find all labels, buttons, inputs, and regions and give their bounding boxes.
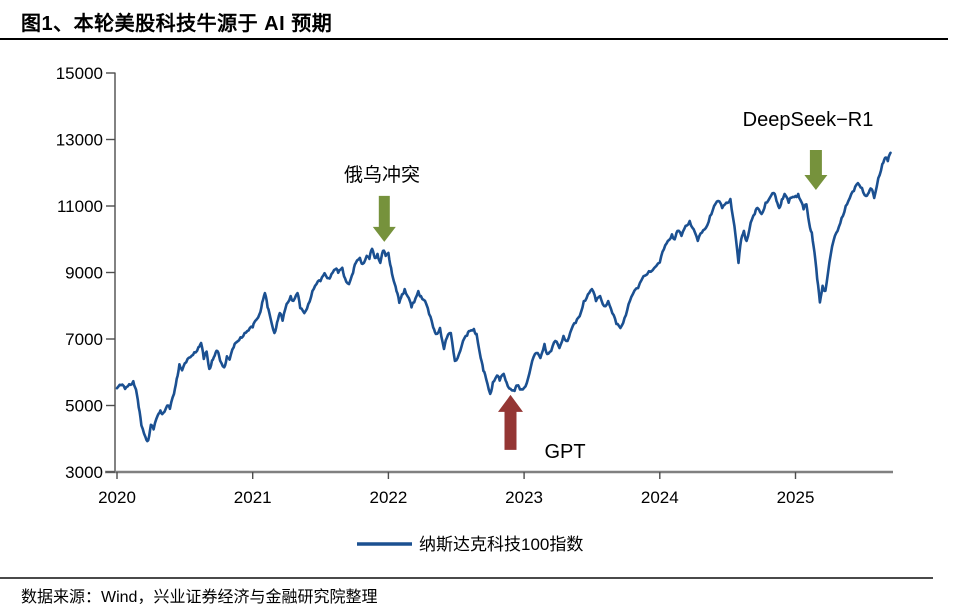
x-tick-label: 2023: [505, 488, 543, 507]
annotation-label: GPT: [544, 441, 585, 463]
figure-title: 图1、本轮美股科技牛源于 AI 预期: [21, 13, 333, 35]
arrow-up-icon: [498, 394, 523, 450]
x-tick-label: 2022: [369, 488, 407, 507]
y-tick-label: 3000: [65, 463, 103, 482]
legend-label: 纳斯达克科技100指数: [419, 535, 583, 554]
series-line: [115, 151, 892, 443]
x-tick-label: 2024: [641, 488, 679, 507]
y-tick-label: 9000: [65, 264, 103, 283]
line-chart: 15000 13000 11000 9000 7000 5000 3000 2020 2021 2…: [56, 64, 893, 554]
arrow-down-icon: [804, 150, 828, 190]
title-divider: [0, 38, 948, 40]
y-tick-label: 5000: [65, 397, 103, 416]
arrow-down-icon: [372, 195, 396, 242]
data-source-note: 数据来源：Wind，兴业证券经济与金融研究院整理: [21, 589, 378, 606]
y-tick-label: 13000: [56, 131, 103, 150]
annotation-label: 俄乌冲突: [344, 164, 420, 186]
y-tick-label: 11000: [57, 197, 103, 216]
x-tick-label: 2020: [98, 488, 136, 507]
x-tick-label: 2021: [234, 488, 272, 507]
y-tick-label: 7000: [65, 330, 103, 349]
x-tick-label: 2025: [777, 488, 815, 507]
y-tick-label: 15000: [56, 64, 103, 83]
source-divider: [0, 577, 933, 579]
annotation-label: DeepSeek−R1: [743, 109, 874, 131]
